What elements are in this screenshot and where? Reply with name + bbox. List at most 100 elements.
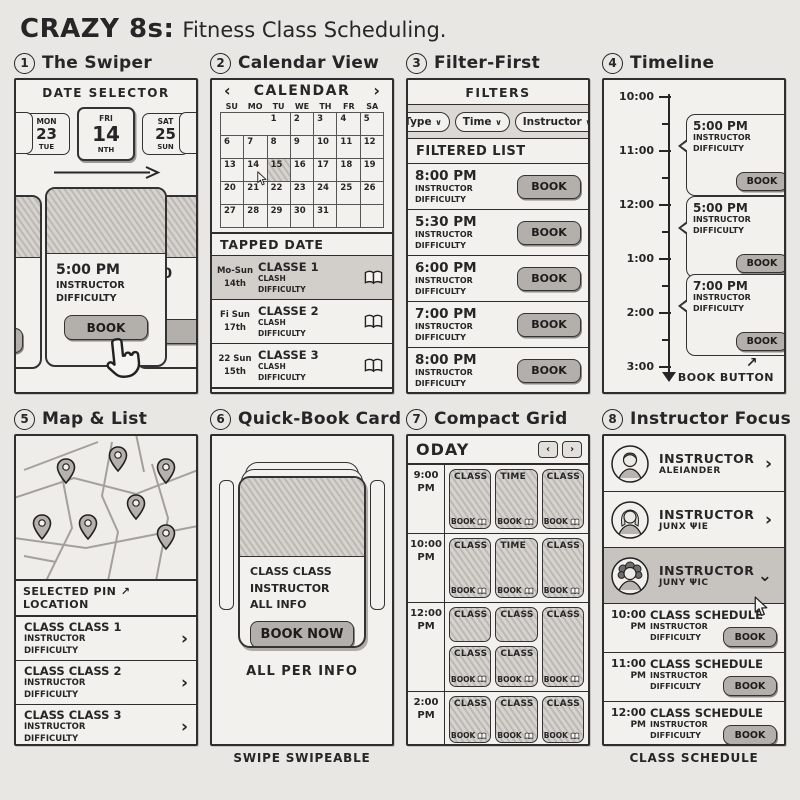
filtered-class-row[interactable]: 5:30 PM INSTRUCTOR DIFFICULTY BOOK	[408, 210, 588, 256]
date-chip-partial-left[interactable]: D2H	[16, 112, 33, 155]
map-pin-icon[interactable]	[32, 514, 52, 541]
instructor-row[interactable]: INSTRUCTOR ALEIANDER ›	[604, 436, 784, 492]
schedule-row[interactable]: 11:00 PM CLASS SCHEDULE INSTRUCTOR DIFFICUL…	[604, 653, 784, 702]
book-button[interactable]: BOOK	[517, 174, 581, 199]
calendar-day[interactable]: 2	[290, 113, 315, 136]
grid-class-cell[interactable]: CLASS BOOK	[541, 469, 584, 529]
schedule-row[interactable]: 10:00 PM CLASS SCHEDULE INSTRUCTOR DIFFICUL…	[604, 604, 784, 653]
filter-chip-instructor[interactable]: Instructor ∨	[514, 111, 588, 132]
grid-class-cell[interactable]: CLASS	[495, 607, 538, 642]
book-button[interactable]: BOOK	[517, 266, 581, 291]
grid-class-cell-tall[interactable]: CLASS BOOK	[541, 607, 584, 687]
grid-next-button[interactable]: ›	[562, 441, 582, 458]
instructor-row-selected[interactable]: INSTRUCTOR JUNY ΨIC ⌄	[604, 548, 784, 604]
calendar-day[interactable]: 16	[290, 159, 315, 182]
map-view[interactable]	[16, 436, 196, 581]
book-now-button[interactable]: BOOK NOW	[250, 620, 354, 646]
grid-class-cell[interactable]: TIME BOOK	[495, 469, 538, 529]
grid-class-cell[interactable]: CLASS BOOK	[541, 538, 584, 598]
calendar-day[interactable]: 11	[337, 136, 361, 159]
filtered-class-row[interactable]: 8:00 PM INSTRUCTOR DIFFICULTY BOOK	[408, 348, 588, 392]
map-class-row[interactable]: CLASS CLASS 2 INSTRUCTOR DIFFICULTY ›	[16, 661, 196, 705]
calendar-day[interactable]: 10	[314, 136, 338, 159]
map-pin-icon[interactable]	[108, 446, 128, 473]
grid-class-cell[interactable]: CLASS BOOK	[449, 696, 492, 743]
map-pin-icon[interactable]	[126, 494, 146, 521]
calendar-day[interactable]: 27	[221, 205, 245, 228]
grid-prev-button[interactable]: ‹	[538, 441, 558, 458]
calendar-day[interactable]: 8	[267, 136, 291, 159]
grid-class-cell[interactable]: CLASS	[449, 607, 492, 642]
calendar-day[interactable]: 25	[337, 182, 361, 205]
calendar-day[interactable]: 18	[337, 159, 361, 182]
book-button[interactable]: BOOK	[517, 312, 581, 337]
card-sliver-right[interactable]	[370, 480, 385, 610]
map-class-row[interactable]: CLASS CLASS 1 INSTRUCTOR DIFFICULTY ›	[16, 617, 196, 661]
timeline-class-card[interactable]: 5:00 PM INSTRUCTOR DIFFICULTY BOOK	[678, 114, 784, 196]
calendar-day[interactable]: 31	[314, 205, 338, 228]
grid-class-cell[interactable]: CLASS BOOK	[495, 696, 538, 743]
date-chip-selected[interactable]: FRI 14 NTH	[77, 107, 135, 161]
calendar-day[interactable]: 26	[360, 182, 384, 205]
quick-book-card[interactable]: CLASS CLASS INSTRUCTOR ALL INFO BOOK NOW	[238, 476, 366, 648]
map-class-row[interactable]: CLASS CLASS 3 INSTRUCTOR DIFFICULTY ›	[16, 705, 196, 744]
filtered-class-row[interactable]: 6:00 PM INSTRUCTOR DIFFICULTY BOOK	[408, 256, 588, 302]
card-sliver-left[interactable]	[219, 480, 234, 610]
class-card-partial-left[interactable]	[16, 195, 42, 369]
book-button[interactable]: BOOK	[723, 676, 777, 696]
class-card-main[interactable]: 5:00 PM INSTRUCTOR DIFFICULTY BOOK	[45, 187, 167, 367]
calendar-prev-icon[interactable]: ‹	[224, 81, 231, 100]
grid-class-cell[interactable]: CLASS BOOK	[449, 645, 492, 687]
schedule-row[interactable]: 12:00 PM CLASS SCHEDULE INSTRUCTOR DIFFICUL…	[604, 702, 784, 744]
calendar-day[interactable]: 24	[314, 182, 338, 205]
filter-chip-type[interactable]: Type ∨	[408, 111, 450, 132]
date-chip-partial-right[interactable]: S2T	[179, 112, 196, 155]
book-button[interactable]: BOOK	[517, 220, 581, 245]
calendar-next-icon[interactable]: ›	[373, 81, 380, 100]
calendar-day[interactable]: 6	[221, 136, 245, 159]
book-button[interactable]: BOOK	[64, 315, 148, 340]
book-button[interactable]: BOOK	[723, 725, 777, 744]
calendar-day[interactable]: 3	[314, 113, 338, 136]
grid-class-cell[interactable]: TIME BOOK	[495, 538, 538, 598]
filtered-class-row[interactable]: 8:00 PM INSTRUCTOR DIFFICULTY BOOK	[408, 164, 588, 210]
tapped-class-row[interactable]: Fi Sun 17th CLASSE 2 CLASH DIFFICULTY	[212, 299, 392, 343]
calendar-day[interactable]: 1	[267, 113, 291, 136]
map-pin-icon[interactable]	[156, 458, 176, 485]
calendar-day[interactable]: 29	[267, 205, 291, 228]
calendar-day[interactable]: 20	[221, 182, 245, 205]
book-button[interactable]: BOOK	[736, 332, 784, 351]
calendar-day[interactable]: 4	[337, 113, 361, 136]
calendar-day[interactable]: 13	[221, 159, 245, 182]
book-button[interactable]: BOOK	[736, 172, 784, 191]
instructor-row[interactable]: INSTRUCTOR JUNX ΨIE ›	[604, 492, 784, 548]
timeline-class-card[interactable]: 5:00 PM INSTRUCTOR DIFFICULTY BOOK	[678, 196, 784, 278]
calendar-day[interactable]: 12	[360, 136, 384, 159]
book-button[interactable]: BOOK	[723, 627, 777, 647]
filtered-class-row[interactable]: 7:00 PM INSTRUCTOR DIFFICULTY BOOK	[408, 302, 588, 348]
filter-chip-time[interactable]: Time ∨	[454, 111, 510, 132]
grid-class-cell[interactable]: CLASS BOOK	[495, 645, 538, 687]
grid-class-cell[interactable]: CLASS BOOK	[449, 538, 492, 598]
calendar-day[interactable]: 9	[290, 136, 315, 159]
calendar-day[interactable]: 22	[267, 182, 291, 205]
book-button[interactable]	[16, 328, 23, 353]
grid-class-cell[interactable]: CLASS BOOK	[449, 469, 492, 529]
calendar-day[interactable]: 21	[244, 182, 268, 205]
calendar-day-15-selected[interactable]: 15	[267, 159, 291, 182]
calendar-day[interactable]: 30	[290, 205, 315, 228]
grid-class-cell[interactable]: CLASS BOOK	[541, 696, 584, 743]
calendar-day[interactable]: 17	[314, 159, 338, 182]
map-pin-icon[interactable]	[156, 524, 176, 551]
book-button[interactable]: BOOK	[517, 358, 581, 383]
class-card-carousel[interactable]: 7:0 INS DIF 5:00 PM INSTRUCTOR DIFFICULT…	[16, 183, 196, 381]
calendar-day[interactable]: 7	[244, 136, 268, 159]
map-pin-icon[interactable]	[56, 458, 76, 485]
calendar-day[interactable]: 23	[290, 182, 315, 205]
map-pin-icon[interactable]	[78, 514, 98, 541]
tapped-class-row[interactable]: 22 Sun 15th CLASSE 3 CLASH DIFFICULTY	[212, 343, 392, 387]
calendar-day[interactable]: 28	[244, 205, 268, 228]
tapped-class-row[interactable]: Mo-Sun 14th CLASSE 1 CLASH DIFFICULTY	[212, 255, 392, 299]
calendar-day[interactable]: 5	[360, 113, 384, 136]
